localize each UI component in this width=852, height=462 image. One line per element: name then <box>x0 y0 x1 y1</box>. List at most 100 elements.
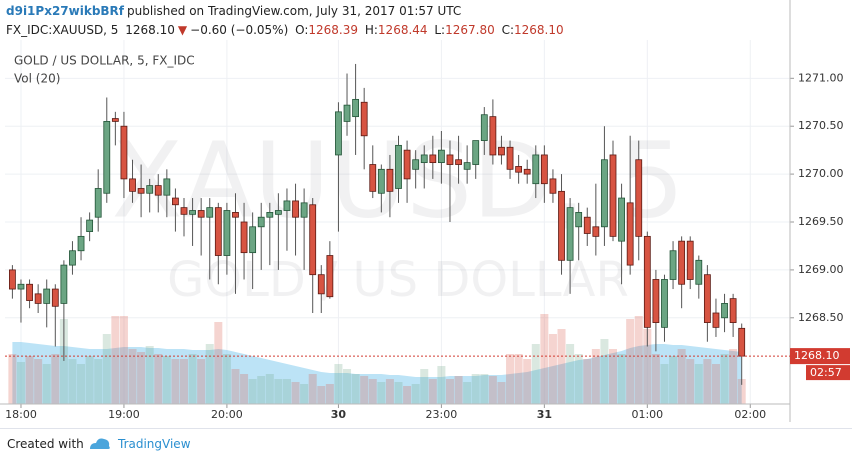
volume-bar <box>669 356 678 404</box>
volume-bar <box>8 354 17 404</box>
x-tick-label: 02:00 <box>734 408 766 421</box>
candle-body <box>420 154 428 164</box>
candle-body <box>197 210 205 218</box>
volume-bar <box>514 354 523 404</box>
volume-ma-area <box>12 342 742 404</box>
candle-body <box>652 279 660 323</box>
change-arrow: ▼ <box>177 23 188 37</box>
volume-bar <box>471 374 480 404</box>
countdown-box <box>806 365 850 381</box>
candle-body <box>489 116 497 156</box>
volume-bar <box>737 379 746 404</box>
volume-bar <box>25 356 34 404</box>
x-tick-label: 18:00 <box>5 408 37 421</box>
volume-bar <box>154 354 163 404</box>
volume-bar <box>574 354 583 404</box>
ohlc-value: 1268.44 <box>377 23 428 37</box>
author[interactable]: d9i1Px27wikbBRf <box>6 4 125 18</box>
x-tick-label: 19:00 <box>108 408 140 421</box>
x-tick-label: 23:00 <box>426 408 458 421</box>
volume-bar <box>111 316 120 404</box>
x-tick-label: 01:00 <box>631 408 663 421</box>
candle-body <box>352 98 360 118</box>
volume-bar <box>282 379 291 404</box>
x-tick-label: 20:00 <box>211 408 243 421</box>
candle-body <box>498 146 505 156</box>
candle-body <box>103 121 111 194</box>
candle-body <box>189 210 196 215</box>
price: 1268.10 <box>125 23 175 37</box>
volume-bar <box>523 359 532 404</box>
candle-body <box>738 327 746 357</box>
candle-body <box>463 162 471 170</box>
candle-body <box>146 185 154 194</box>
candle-body <box>549 178 557 194</box>
volume-bar <box>188 354 197 404</box>
candle-body <box>86 219 94 232</box>
volume-bar <box>385 379 394 404</box>
volume-bar <box>729 349 738 404</box>
candle-body <box>395 144 402 189</box>
y-tick-label: 1269.00 <box>798 263 844 276</box>
x-tick-label: 30 <box>331 408 347 421</box>
volume-bar <box>488 376 497 404</box>
candle-body <box>249 226 257 254</box>
volume-bar <box>703 359 712 404</box>
y-tick-label: 1270.50 <box>798 119 844 132</box>
countdown-label: 02:57 <box>810 366 842 379</box>
brand[interactable]: TradingView <box>118 437 191 451</box>
volume-bar <box>643 329 652 404</box>
volume-bar <box>334 364 343 404</box>
volume-bar <box>531 344 540 404</box>
volume-bar <box>128 349 137 404</box>
volume-bar <box>634 316 643 404</box>
candle-body <box>540 154 548 185</box>
footer: Created with TradingView <box>0 428 852 462</box>
volume-bar <box>257 376 266 404</box>
candle-body <box>575 212 583 228</box>
volume-bar <box>360 376 369 404</box>
candle-body <box>317 274 325 295</box>
volume-bar <box>231 369 240 404</box>
candle-body <box>69 250 76 266</box>
candle-body <box>592 226 600 237</box>
volume-bar <box>145 346 154 404</box>
volume-bar <box>463 382 472 404</box>
volume-bar <box>137 352 146 404</box>
ohlc-value: 1267.80 <box>445 23 495 37</box>
candle-body <box>712 312 720 328</box>
ohlc-label: O: <box>295 23 309 37</box>
candle-body <box>26 283 33 301</box>
volume-bar <box>540 314 549 404</box>
volume-bar <box>454 376 463 404</box>
volume-bar <box>506 354 515 404</box>
candle-body <box>412 159 420 170</box>
volume-bar <box>162 356 171 404</box>
volume-bar <box>274 379 283 404</box>
symbol-line: FX_IDC:XAUUSD, 5 1268.10 ▼ −0.60 (−0.05%) … <box>6 21 567 40</box>
candle-body <box>703 274 711 323</box>
candle-body <box>558 190 565 261</box>
volume-bar <box>694 364 703 404</box>
ohlc-label: L: <box>434 23 446 37</box>
candle-body <box>240 221 248 254</box>
candle-body <box>523 168 531 175</box>
ohlc-label: H: <box>364 23 378 37</box>
candle-body <box>77 235 85 252</box>
logo <box>90 438 110 449</box>
candle-body <box>34 293 42 304</box>
volume-bar <box>222 354 231 404</box>
symbol: FX_IDC:XAUUSD, 5 <box>6 23 119 37</box>
candle-body <box>386 168 394 192</box>
volume-bar <box>300 384 309 404</box>
candle-body <box>60 264 68 304</box>
volume-bar <box>85 356 94 404</box>
y-tick-label: 1271.00 <box>798 71 844 84</box>
candle-body <box>532 154 540 185</box>
candle-body <box>455 159 462 165</box>
volume-legend: Vol (20) <box>14 72 60 86</box>
volume-bar <box>677 349 686 404</box>
candle-body <box>601 159 608 228</box>
ohlc-label: C: <box>501 23 514 37</box>
